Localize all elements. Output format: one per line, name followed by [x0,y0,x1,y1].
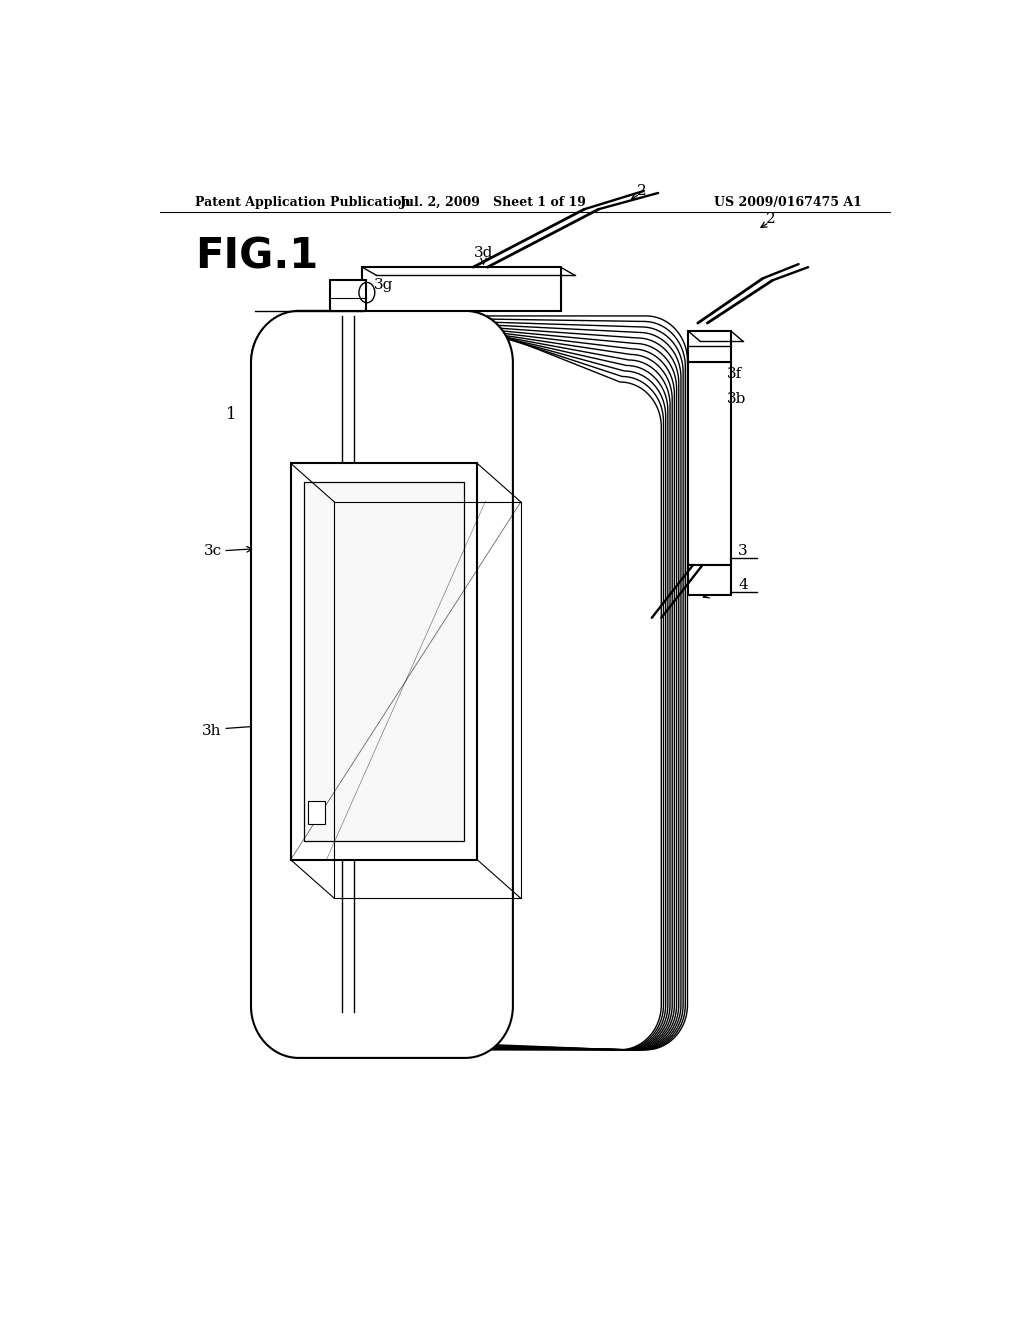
Bar [291,463,477,859]
Bar [688,331,731,362]
Text: Patent Application Publication: Patent Application Publication [196,195,411,209]
Text: Jul. 2, 2009   Sheet 1 of 19: Jul. 2, 2009 Sheet 1 of 19 [399,195,587,209]
Bar [362,267,560,312]
Text: FIG.1: FIG.1 [196,236,318,279]
Text: 3g: 3g [374,279,393,293]
Text: 3f: 3f [727,367,742,381]
Text: 2: 2 [637,183,647,198]
Text: 3d: 3d [474,246,494,260]
Text: 3b: 3b [727,392,746,407]
Bar [308,801,325,824]
PathPatch shape [251,312,513,1057]
Text: 3h: 3h [202,723,221,738]
Text: 2: 2 [766,213,776,227]
Text: US 2009/0167475 A1: US 2009/0167475 A1 [714,195,862,209]
Text: 3: 3 [738,544,748,558]
Bar [688,565,731,595]
Text: 3c: 3c [204,544,221,558]
Bar [688,362,731,565]
Text: 4: 4 [738,578,748,593]
Bar [330,280,366,312]
Text: 1: 1 [226,407,237,422]
Bar [304,482,464,841]
